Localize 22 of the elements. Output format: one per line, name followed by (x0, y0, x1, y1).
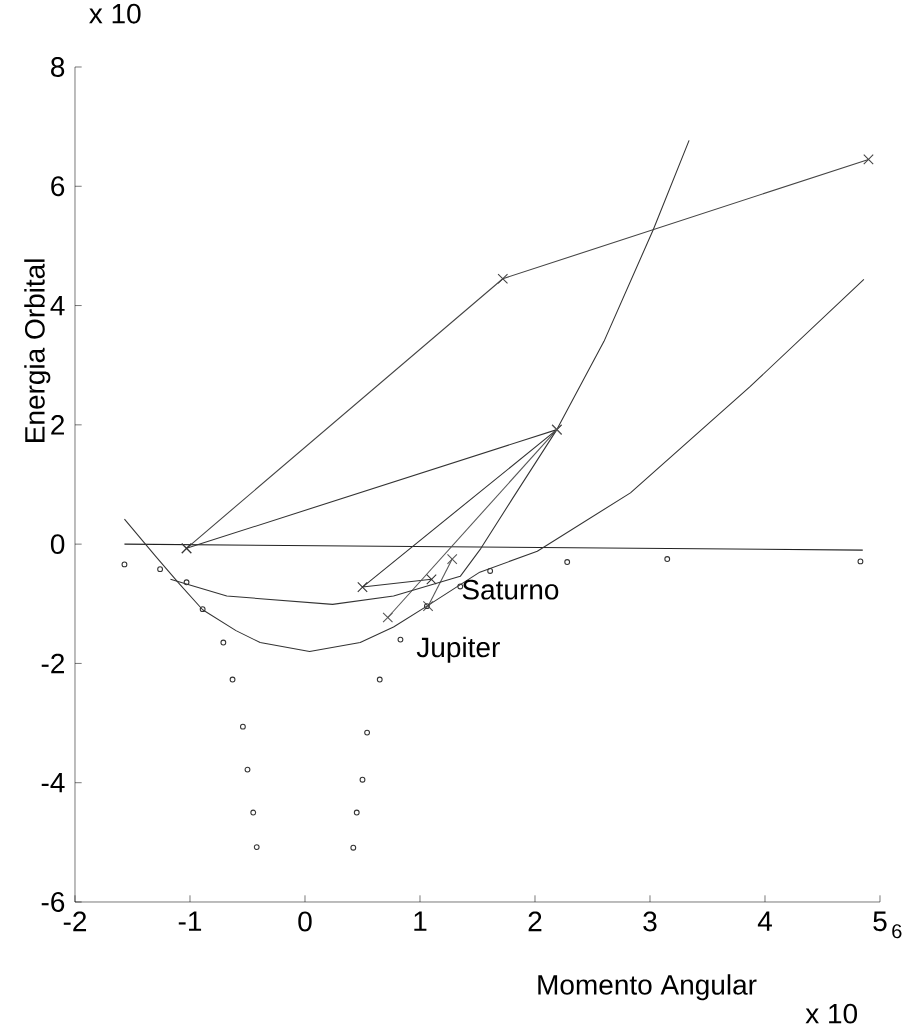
y-tick-label: -6 (41, 892, 65, 912)
annotation: Jupiter (416, 636, 500, 663)
x-tick-label: 2 (528, 911, 542, 932)
text: x 10 (89, 3, 141, 24)
x-tick-label: 3 (643, 911, 657, 932)
text: 6 (892, 924, 902, 939)
x-tick-label: 5 (873, 911, 887, 932)
y-tick-label: 4 (50, 295, 65, 316)
x-tick-label: 0 (298, 911, 312, 932)
x-tick-label: 1 (414, 911, 427, 931)
y-tick-label: 8 (51, 57, 65, 77)
x-axis-title: Momento Angular (538, 974, 757, 1001)
y-tick-label: 0 (50, 534, 65, 555)
x-tick-label: 4 (757, 911, 772, 931)
y-tick-label: -4 (41, 773, 65, 793)
annotation: Saturno (462, 579, 559, 600)
y-tick-label: 6 (51, 176, 65, 197)
y-axis-title: Energia Orbital (24, 259, 51, 442)
y-tick-label: 2 (51, 415, 64, 435)
text: x 10 (805, 1003, 858, 1024)
x-tick-label: -1 (178, 911, 202, 931)
y-tick-label: -2 (41, 653, 64, 674)
